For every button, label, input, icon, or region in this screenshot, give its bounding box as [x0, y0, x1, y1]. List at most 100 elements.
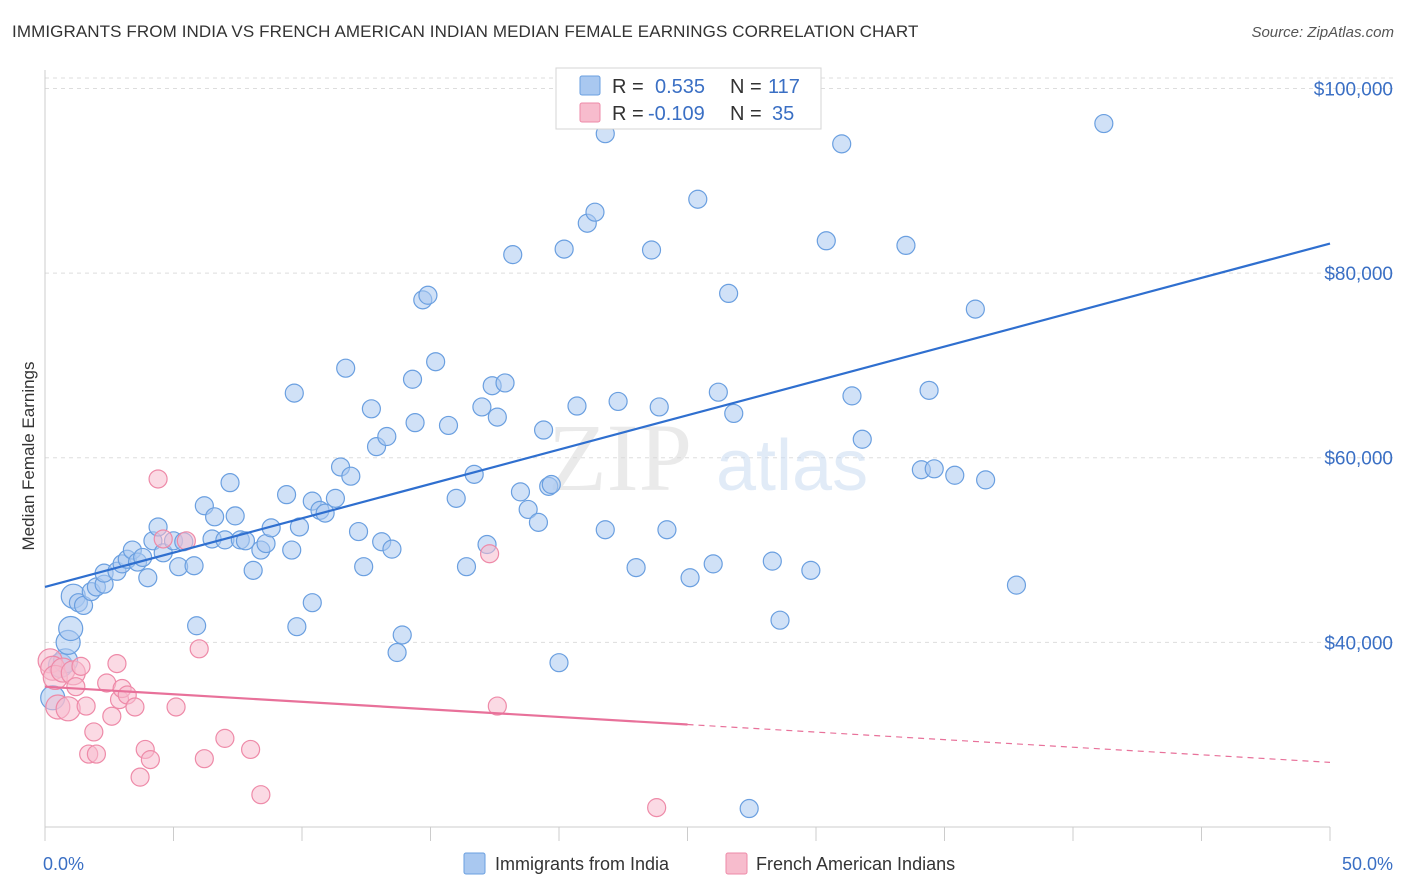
data-point-immigrants-from-india	[282, 540, 302, 560]
trend-line-french-american-indians	[44, 685, 688, 726]
data-point-immigrants-from-india	[842, 386, 862, 406]
data-point-immigrants-from-india	[382, 539, 402, 559]
data-point-immigrants-from-india	[243, 560, 263, 580]
y-axis-label: Median Female Earnings	[19, 362, 38, 551]
stats-n-value-blue: 117	[768, 76, 800, 98]
data-point-french-american-indians	[148, 469, 168, 489]
data-point-immigrants-from-india	[770, 610, 790, 630]
data-point-immigrants-from-india	[1006, 575, 1027, 595]
data-point-immigrants-from-india	[225, 506, 245, 526]
data-point-immigrants-from-india	[446, 488, 466, 508]
data-point-immigrants-from-india	[528, 512, 549, 532]
data-point-french-american-indians	[71, 656, 91, 676]
watermark: ZIP atlas	[548, 404, 868, 511]
data-point-french-american-indians	[251, 785, 271, 805]
data-point-immigrants-from-india	[487, 407, 507, 427]
data-point-immigrants-from-india	[235, 531, 256, 551]
data-point-french-american-indians	[125, 697, 145, 717]
watermark-atlas: atlas	[716, 426, 868, 506]
data-point-immigrants-from-india	[510, 482, 531, 502]
data-point-french-american-indians	[647, 798, 667, 818]
data-point-immigrants-from-india	[220, 473, 240, 493]
y-tick-label: $60,000	[1324, 449, 1393, 470]
data-point-french-american-indians	[153, 529, 173, 549]
data-point-immigrants-from-india	[533, 420, 554, 440]
data-point-immigrants-from-india	[387, 642, 407, 663]
y-tick-label: $40,000	[1324, 633, 1393, 654]
data-point-immigrants-from-india	[641, 240, 662, 260]
data-point-immigrants-from-india	[626, 557, 646, 578]
data-point-immigrants-from-india	[688, 189, 708, 209]
data-point-french-american-indians	[130, 767, 150, 787]
data-point-immigrants-from-india	[354, 557, 374, 577]
data-point-immigrants-from-india	[418, 285, 438, 305]
stats-n-label-pink: N =	[730, 103, 762, 125]
data-point-immigrants-from-india	[708, 382, 728, 402]
data-point-french-american-indians	[166, 697, 186, 717]
data-point-immigrants-from-india	[336, 358, 356, 378]
data-point-french-american-indians	[66, 677, 86, 697]
data-point-french-american-indians	[487, 696, 507, 716]
data-point-french-american-indians	[189, 639, 209, 659]
series-french-american-indians	[37, 469, 667, 818]
stats-legend: R = 0.535 N = 117 R = -0.109 N = 35	[555, 67, 822, 130]
data-point-immigrants-from-india	[348, 521, 369, 542]
y-tick-label: $100,000	[1314, 79, 1393, 100]
stats-r-value-pink: -0.109	[648, 103, 705, 125]
stats-legend-swatch-pink	[579, 102, 601, 123]
chart-title: IMMIGRANTS FROM INDIA VS FRENCH AMERICAN…	[12, 22, 919, 41]
x-tick-label-min: 0.0%	[43, 854, 84, 874]
data-point-french-american-indians	[140, 750, 160, 770]
data-point-immigrants-from-india	[205, 507, 225, 527]
data-point-french-american-indians	[55, 696, 81, 722]
data-point-immigrants-from-india	[608, 391, 628, 412]
data-point-french-american-indians	[76, 696, 96, 716]
watermark-zip: ZIP	[548, 404, 692, 511]
data-point-immigrants-from-india	[1094, 113, 1114, 134]
data-point-immigrants-from-india	[284, 383, 304, 403]
data-point-immigrants-from-india	[58, 615, 84, 642]
data-point-immigrants-from-india	[541, 474, 561, 495]
y-tick-label: $80,000	[1324, 264, 1393, 285]
data-point-immigrants-from-india	[456, 557, 477, 577]
data-point-immigrants-from-india	[138, 568, 158, 588]
stats-r-label-blue: R =	[612, 76, 644, 98]
data-point-immigrants-from-india	[657, 520, 677, 540]
legend-swatch-immigrants-from-india	[463, 852, 486, 875]
data-point-immigrants-from-india	[896, 235, 916, 256]
data-point-immigrants-from-india	[945, 465, 965, 485]
data-point-immigrants-from-india	[649, 397, 669, 417]
chart-source: Source: ZipAtlas.com	[1251, 24, 1394, 41]
data-point-french-american-indians	[241, 739, 261, 760]
data-point-french-american-indians	[102, 706, 122, 726]
data-point-immigrants-from-india	[549, 653, 569, 673]
data-point-immigrants-from-india	[377, 426, 397, 447]
data-point-immigrants-from-india	[919, 380, 939, 400]
data-point-french-american-indians	[86, 744, 107, 764]
data-point-immigrants-from-india	[405, 413, 425, 433]
data-point-immigrants-from-india	[361, 399, 381, 419]
data-point-immigrants-from-india	[341, 466, 361, 486]
data-point-immigrants-from-india	[184, 556, 204, 576]
series-legend: Immigrants from India French American In…	[463, 852, 955, 875]
data-point-immigrants-from-india	[703, 554, 723, 574]
data-point-immigrants-from-india	[287, 617, 307, 637]
data-point-immigrants-from-india	[739, 798, 759, 819]
stats-n-value-pink: 35	[772, 103, 794, 125]
data-point-immigrants-from-india	[567, 396, 587, 416]
data-point-immigrants-from-india	[852, 429, 872, 449]
data-point-french-american-indians	[84, 722, 104, 742]
data-point-immigrants-from-india	[554, 239, 574, 259]
data-point-immigrants-from-india	[133, 547, 153, 568]
data-point-immigrants-from-india	[495, 373, 515, 393]
data-point-french-american-indians	[215, 728, 235, 748]
stats-legend-swatch-blue	[579, 75, 601, 96]
stats-r-value-blue: 0.535	[655, 76, 705, 98]
data-point-immigrants-from-india	[585, 202, 605, 222]
data-point-immigrants-from-india	[392, 625, 412, 645]
legend-swatch-french-american-indians	[725, 852, 748, 875]
data-point-immigrants-from-india	[724, 403, 744, 424]
data-point-immigrants-from-india	[503, 245, 523, 265]
data-point-immigrants-from-india	[976, 470, 996, 490]
